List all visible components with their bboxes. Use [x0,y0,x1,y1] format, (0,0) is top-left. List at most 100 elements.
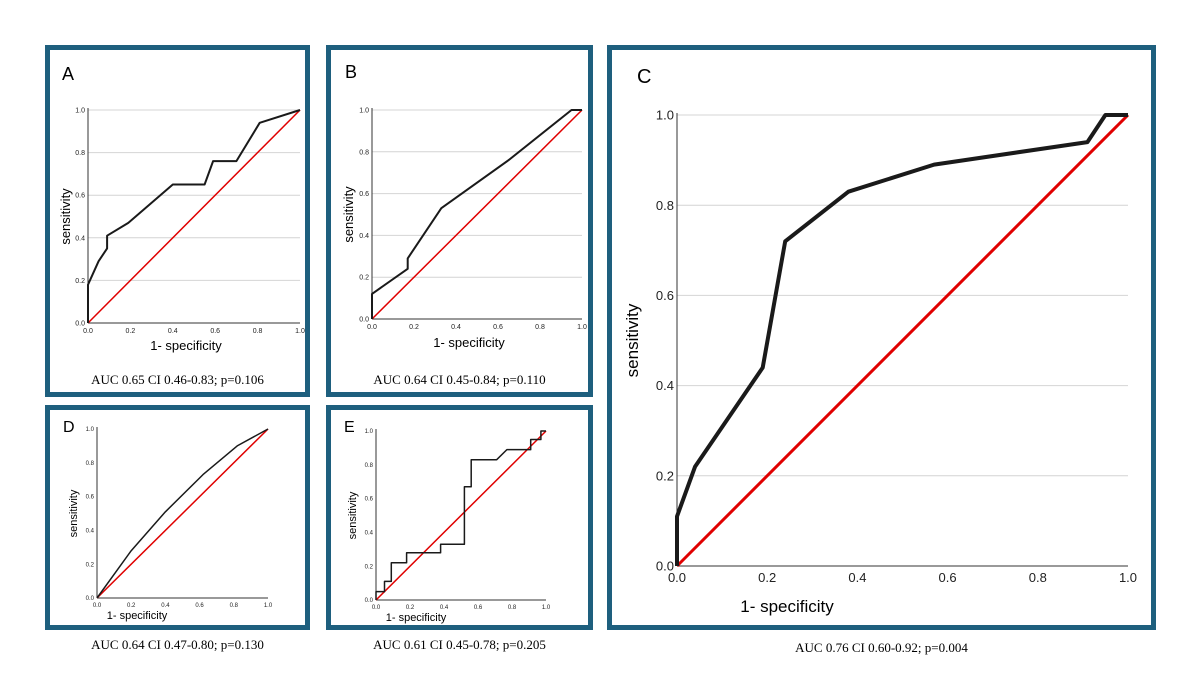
x-axis-title-b: 1- specificity [433,335,505,350]
x-tick-label-b-5: 1.0 [577,324,587,331]
x-tick-label-e-0: 0.0 [372,605,381,611]
x-tick-label-c-5: 1.0 [1119,570,1137,585]
y-tick-label-e-0: 0.0 [365,598,374,604]
y-tick-label-a-2: 0.4 [75,235,85,242]
panel-e: E 0.0 0.2 0.4 0.6 0.8 1.0 0.0 0.2 0.4 0.6 0.8 1.0 se… [326,405,593,630]
y-tick-label-d-3: 0.6 [86,495,95,501]
y-tick-label-c-1: 0.2 [656,468,674,483]
x-tick-label-b-4: 0.8 [535,324,545,331]
reference-line-e [375,430,547,601]
y-tick-label-b-3: 0.6 [359,191,369,198]
y-axis-title-e: sensitivity [347,491,359,539]
y-tick-label-b-0: 0.0 [359,316,369,323]
roc-chart-c: 0.0 0.2 0.4 0.6 0.8 1.0 0.0 0.2 0.4 0.6 0.8 1.0 sens… [623,108,1137,616]
y-axis-title-a: sensitivity [58,188,73,245]
roc-curve-e [375,430,546,600]
y-tick-label-a-3: 0.6 [75,193,85,200]
y-tick-label-c-0: 0.0 [656,559,674,574]
x-tick-label-b-1: 0.2 [409,324,419,331]
y-axis-title-b: sensitivity [341,186,356,243]
x-axis-title-c: 1- specificity [740,597,834,616]
y-tick-label-d-1: 0.2 [86,562,95,568]
x-tick-label-e-5: 1.0 [542,605,551,611]
roc-curve-d [96,428,269,599]
x-tick-label-c-1: 0.2 [758,570,776,585]
panel-b: B 0.0 0.2 0.4 0.6 0.8 1.0 0.0 0.2 0.4 0.6 0.8 1.0 se… [326,45,593,397]
x-tick-label-a-4: 0.8 [253,328,263,335]
y-tick-label-a-5: 1.0 [75,107,85,114]
y-tick-label-b-4: 0.8 [359,149,369,156]
panel-letter-d: D [63,419,75,436]
y-tick-label-c-4: 0.8 [656,198,674,213]
reference-line-a [87,109,301,324]
panel-d: D 0.0 0.2 0.4 0.6 0.8 1.0 0.0 0.2 0.4 0.6 0.8 1.0 se… [45,405,310,630]
auc-caption-e: AUC 0.61 CI 0.45-0.78; p=0.205 [373,637,546,652]
roc-chart-d: 0.0 0.2 0.4 0.6 0.8 1.0 0.0 0.2 0.4 0.6 0.8 1.0 sens… [68,427,273,622]
y-tick-label-b-1: 0.2 [359,275,369,282]
y-tick-label-c-5: 1.0 [656,108,674,123]
x-tick-label-e-2: 0.4 [440,605,449,611]
x-tick-label-a-0: 0.0 [83,328,93,335]
panel-letter-a: A [62,64,75,84]
panel-a: A 0.0 0.2 0.4 0.6 0.8 1.0 0.0 0.2 0.4 0.6 0.8 1.0 se… [45,45,310,397]
x-tick-label-e-4: 0.8 [508,605,517,611]
y-tick-label-e-3: 0.6 [365,497,374,503]
panel-c: C 0.0 0.2 0.4 0.6 0.8 1.0 0.0 0.2 0.4 0.6 0.8 1.0 se… [607,45,1156,630]
x-tick-label-e-3: 0.6 [474,605,483,611]
x-tick-label-a-1: 0.2 [126,328,136,335]
x-tick-label-b-3: 0.6 [493,324,503,331]
x-axis-title-e: 1- specificity [386,612,447,624]
roc-chart-b: 0.0 0.2 0.4 0.6 0.8 1.0 0.0 0.2 0.4 0.6 0.8 1.0 sens… [341,107,587,350]
y-tick-label-b-5: 1.0 [359,107,369,114]
panel-letter-c: C [637,66,652,88]
x-tick-label-a-3: 0.6 [210,328,220,335]
y-tick-label-a-4: 0.8 [75,150,85,157]
auc-caption-d: AUC 0.64 CI 0.47-0.80; p=0.130 [91,637,264,652]
x-tick-label-c-0: 0.0 [668,570,686,585]
roc-curve-a [87,109,301,323]
y-axis-title-d: sensitivity [68,489,80,537]
roc-chart-a: 0.0 0.2 0.4 0.6 0.8 1.0 0.0 0.2 0.4 0.6 0.8 1.0 sens… [58,107,305,353]
x-tick-label-c-2: 0.4 [848,570,866,585]
x-tick-label-c-4: 0.8 [1029,570,1047,585]
x-tick-label-a-5: 1.0 [295,328,305,335]
y-axis-title-c: sensitivity [623,303,642,377]
x-tick-label-d-2: 0.4 [161,603,170,609]
reference-line-c [675,113,1130,568]
x-tick-label-d-4: 0.8 [230,603,239,609]
auc-caption-a: AUC 0.65 CI 0.46-0.83; p=0.106 [91,372,264,387]
y-tick-label-d-4: 0.8 [86,461,95,467]
auc-caption-c: AUC 0.76 CI 0.60-0.92; p=0.004 [795,640,968,655]
reference-line-d [96,428,269,599]
x-tick-label-d-1: 0.2 [127,603,136,609]
y-tick-label-c-3: 0.6 [656,288,674,303]
y-tick-label-b-2: 0.4 [359,233,369,240]
x-tick-label-c-3: 0.6 [939,570,957,585]
roc-curve-b [371,109,582,319]
roc-curve-c [675,113,1128,566]
y-tick-label-e-4: 0.8 [365,463,374,469]
roc-chart-e: 0.0 0.2 0.4 0.6 0.8 1.0 0.0 0.2 0.4 0.6 0.8 1.0 sens… [347,429,551,624]
panel-letter-b: B [345,62,358,82]
y-tick-label-d-5: 1.0 [86,427,95,433]
x-tick-label-d-5: 1.0 [264,603,273,609]
x-tick-label-d-3: 0.6 [195,603,204,609]
x-axis-title-a: 1- specificity [150,338,222,353]
y-tick-label-c-2: 0.4 [656,378,674,393]
x-tick-label-b-2: 0.4 [451,324,461,331]
x-tick-label-a-2: 0.4 [168,328,178,335]
x-tick-label-d-0: 0.0 [93,603,102,609]
panel-letter-e: E [344,419,355,436]
y-tick-label-d-2: 0.4 [86,529,95,535]
x-axis-title-d: 1- specificity [107,610,168,622]
y-tick-label-e-2: 0.4 [365,531,374,537]
auc-caption-b: AUC 0.64 CI 0.45-0.84; p=0.110 [373,372,546,387]
reference-line-b [371,109,583,320]
y-tick-label-a-0: 0.0 [75,320,85,327]
x-tick-label-b-0: 0.0 [367,324,377,331]
y-tick-label-d-0: 0.0 [86,596,95,602]
y-tick-label-e-5: 1.0 [365,429,374,435]
x-tick-label-e-1: 0.2 [406,605,415,611]
y-tick-label-e-1: 0.2 [365,564,374,570]
y-tick-label-a-1: 0.2 [75,278,85,285]
